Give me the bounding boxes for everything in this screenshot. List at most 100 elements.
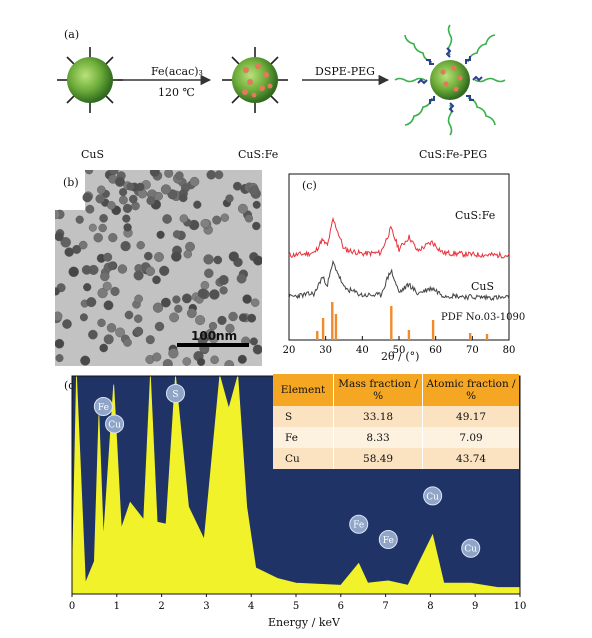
- tem-particle: [206, 170, 216, 180]
- tem-particle: [182, 357, 192, 366]
- eds-xlabel: Energy / keV: [268, 616, 340, 629]
- eds-spectrum: [71, 375, 521, 595]
- tem-particle: [228, 311, 238, 322]
- table-cell: 58.49: [332, 448, 423, 469]
- x-tick-label: 80: [503, 345, 516, 356]
- tem-particle: [103, 334, 114, 345]
- peak-badge: [378, 530, 398, 549]
- reference-bar: [316, 331, 319, 340]
- tem-particle: [86, 297, 97, 308]
- table-row: S 33.18 49.17: [273, 406, 519, 427]
- tem-particle: [181, 293, 192, 304]
- x-tick-label: 50: [393, 345, 406, 356]
- x-tick-label: 30: [319, 345, 332, 356]
- peak-badge: [349, 514, 369, 534]
- xrd-xlabel: 2θ / (°): [381, 350, 420, 363]
- tem-particle: [102, 281, 112, 291]
- peak-badge-label: S: [172, 390, 178, 400]
- tem-particle: [183, 249, 193, 259]
- tem-particle: [99, 343, 109, 353]
- tem-particle: [175, 171, 184, 180]
- x-tick-label: 20: [283, 345, 296, 356]
- tem-particle: [156, 230, 165, 239]
- tem-particle: [186, 308, 197, 319]
- peak-badge: [165, 383, 185, 403]
- peak-badge: [105, 414, 125, 434]
- tem-particle: [100, 271, 110, 282]
- reference-bar: [431, 320, 435, 340]
- tem-particle: [98, 223, 107, 233]
- table-cell: 7.09: [422, 427, 519, 448]
- tem-particle: [213, 255, 223, 265]
- reference-bar: [468, 333, 472, 340]
- name-cus: CuS: [81, 148, 105, 161]
- tem-particle: [97, 185, 106, 195]
- tem-particle: [85, 170, 94, 175]
- table-cell: Cu: [285, 453, 300, 465]
- tem-particle: [146, 196, 156, 206]
- tem-particle: [220, 213, 230, 222]
- tem-particle: [99, 214, 108, 223]
- tem-particle: [103, 300, 114, 311]
- tem-particle: [252, 221, 261, 231]
- tem-particle: [93, 232, 103, 243]
- tem-particle: [97, 318, 106, 328]
- peak-badge-label: Cu: [108, 420, 121, 430]
- cus-particle: [57, 47, 123, 113]
- tem-particle: [160, 184, 172, 195]
- peak-badge: [93, 397, 113, 417]
- tem-particle: [55, 287, 60, 296]
- tem-particle: [200, 281, 210, 290]
- tem-particle: [195, 315, 206, 326]
- tem-particle: [80, 355, 91, 366]
- scale-bar: [177, 343, 249, 347]
- tem-particle: [106, 323, 117, 333]
- tem-particle: [55, 338, 65, 349]
- tem-particle: [144, 251, 153, 261]
- reference-bar: [331, 302, 334, 340]
- series-label-cusfe: CuS:Fe: [455, 209, 496, 222]
- tem-particle: [162, 214, 172, 224]
- tem-particle: [212, 215, 222, 225]
- tem-particle: [159, 265, 170, 276]
- peak-badge-label: Cu: [464, 545, 477, 555]
- tem-particle: [119, 195, 128, 205]
- tem-particle: [134, 294, 143, 304]
- peak-badge-label: Fe: [383, 536, 394, 546]
- table-header: Element: [273, 374, 334, 406]
- tem-particle: [60, 237, 71, 248]
- xrd-chart: 20 30 40 50 60 70 80: [283, 173, 516, 356]
- peak-badge-label: Cu: [426, 492, 439, 502]
- x-tick-label: 8: [427, 601, 433, 612]
- tem-particle: [117, 264, 128, 274]
- tem-particle: [107, 201, 116, 210]
- tem-particle: [124, 310, 134, 320]
- tem-particle: [123, 223, 132, 232]
- x-tick-label: 5: [293, 601, 299, 612]
- xrd-series-cus: [288, 259, 510, 302]
- tem-particle: [133, 326, 144, 337]
- tem-particle: [75, 215, 84, 224]
- x-tick-label: 40: [356, 345, 369, 356]
- x-tick-label: 6: [338, 601, 344, 612]
- tem-particle: [242, 294, 252, 304]
- tem-particle: [244, 214, 254, 223]
- x-tick-label: 4: [248, 601, 254, 612]
- tem-particle: [62, 319, 72, 329]
- tem-particle: [95, 194, 105, 204]
- tem-particle: [236, 273, 247, 284]
- cusfe-peg-particle: [394, 24, 506, 136]
- tem-particle: [145, 266, 155, 276]
- step2-reagent: DSPE-PEG: [315, 65, 375, 78]
- tem-particle: [164, 170, 174, 178]
- tem-particle: [123, 338, 132, 347]
- tem-particle: [204, 268, 214, 279]
- x-tick-label: 1: [114, 601, 120, 612]
- tem-particle: [154, 321, 165, 332]
- tem-particle: [55, 311, 63, 322]
- tem-particle: [78, 240, 88, 250]
- tem-particle: [97, 287, 108, 299]
- tem-particle: [145, 335, 155, 345]
- tem-particle: [218, 274, 229, 285]
- tem-particle: [200, 218, 210, 229]
